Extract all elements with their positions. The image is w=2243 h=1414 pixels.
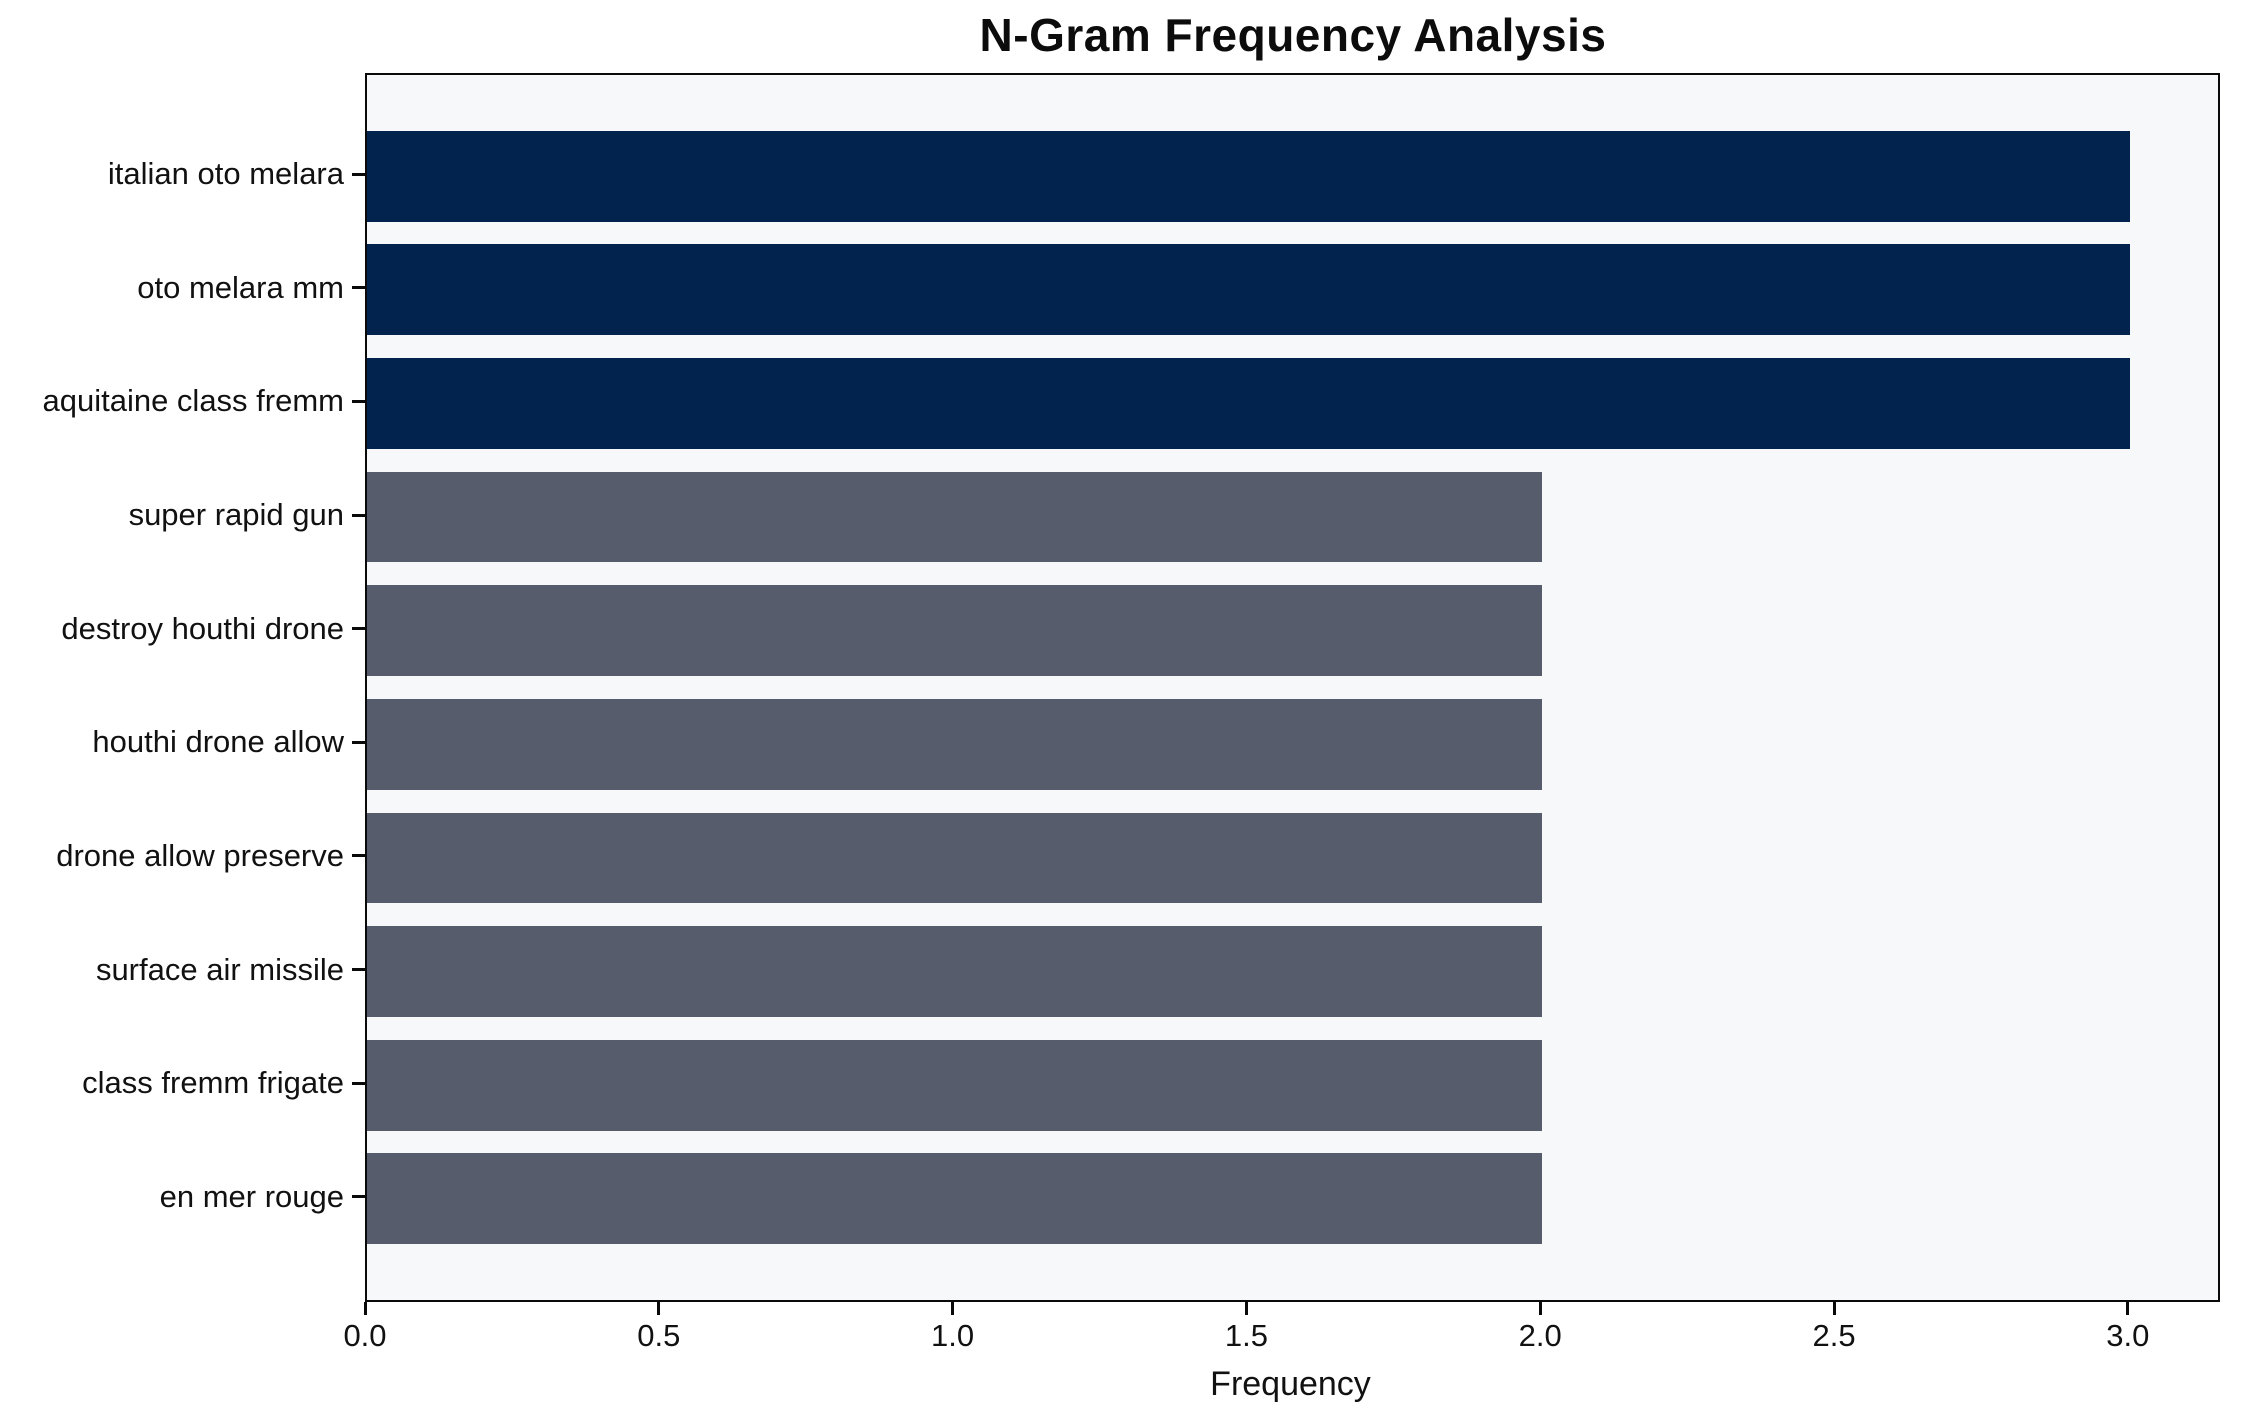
x-tick-mark xyxy=(951,1302,955,1315)
bar-super-rapid-gun xyxy=(367,471,1543,563)
x-tick-label: 2.5 xyxy=(1812,1318,1856,1353)
y-tick-mark xyxy=(352,968,365,972)
y-tick-mark xyxy=(352,1195,365,1199)
chart-title: N-Gram Frequency Analysis xyxy=(979,9,1607,61)
x-tick-label: 0.0 xyxy=(343,1318,387,1353)
y-tick-mark xyxy=(352,399,365,403)
x-tick-mark xyxy=(1244,1302,1248,1315)
bar-aquitaine-class-fremm xyxy=(367,357,2130,449)
x-tick-label: 1.5 xyxy=(1224,1318,1268,1353)
plot-area xyxy=(365,73,2220,1302)
y-tick-label: en mer rouge xyxy=(159,1178,344,1214)
y-tick-label: oto melara mm xyxy=(137,269,344,305)
x-tick-label: 3.0 xyxy=(2106,1318,2150,1353)
y-tick-label: destroy houthi drone xyxy=(61,610,344,646)
y-tick-mark xyxy=(352,1081,365,1085)
y-tick-label: houthi drone allow xyxy=(92,724,344,760)
y-tick-mark xyxy=(352,627,365,631)
x-tick-mark xyxy=(657,1302,661,1315)
y-tick-label: super rapid gun xyxy=(128,497,344,533)
bar-italian-oto-melara xyxy=(367,130,2130,222)
x-tick-label: 1.0 xyxy=(931,1318,975,1353)
x-tick-label: 0.5 xyxy=(637,1318,681,1353)
y-tick-label: drone allow preserve xyxy=(56,837,344,873)
bar-drone-allow-preserve xyxy=(367,812,1543,904)
bar-class-fremm-frigate xyxy=(367,1039,1543,1131)
y-tick-mark xyxy=(352,513,365,517)
y-tick-mark xyxy=(352,286,365,290)
bar-en-mer-rouge xyxy=(367,1153,1543,1245)
x-tick-mark xyxy=(2126,1302,2130,1315)
y-tick-mark xyxy=(352,172,365,176)
x-tick-label: 2.0 xyxy=(1518,1318,1562,1353)
y-tick-label: italian oto melara xyxy=(107,156,344,192)
y-tick-label: class fremm frigate xyxy=(82,1065,344,1101)
bar-oto-melara-mm xyxy=(367,244,2130,336)
y-tick-label: aquitaine class fremm xyxy=(42,383,344,419)
y-tick-mark xyxy=(352,740,365,744)
bar-destroy-houthi-drone xyxy=(367,585,1543,677)
x-tick-mark xyxy=(1832,1302,1836,1315)
x-tick-mark xyxy=(1538,1302,1542,1315)
y-tick-mark xyxy=(352,854,365,858)
y-tick-label: surface air missile xyxy=(95,951,344,987)
bar-houthi-drone-allow xyxy=(367,698,1543,790)
x-tick-mark xyxy=(363,1302,367,1315)
x-axis-label: Frequency xyxy=(1210,1365,1371,1403)
bar-surface-air-missile xyxy=(367,926,1543,1018)
